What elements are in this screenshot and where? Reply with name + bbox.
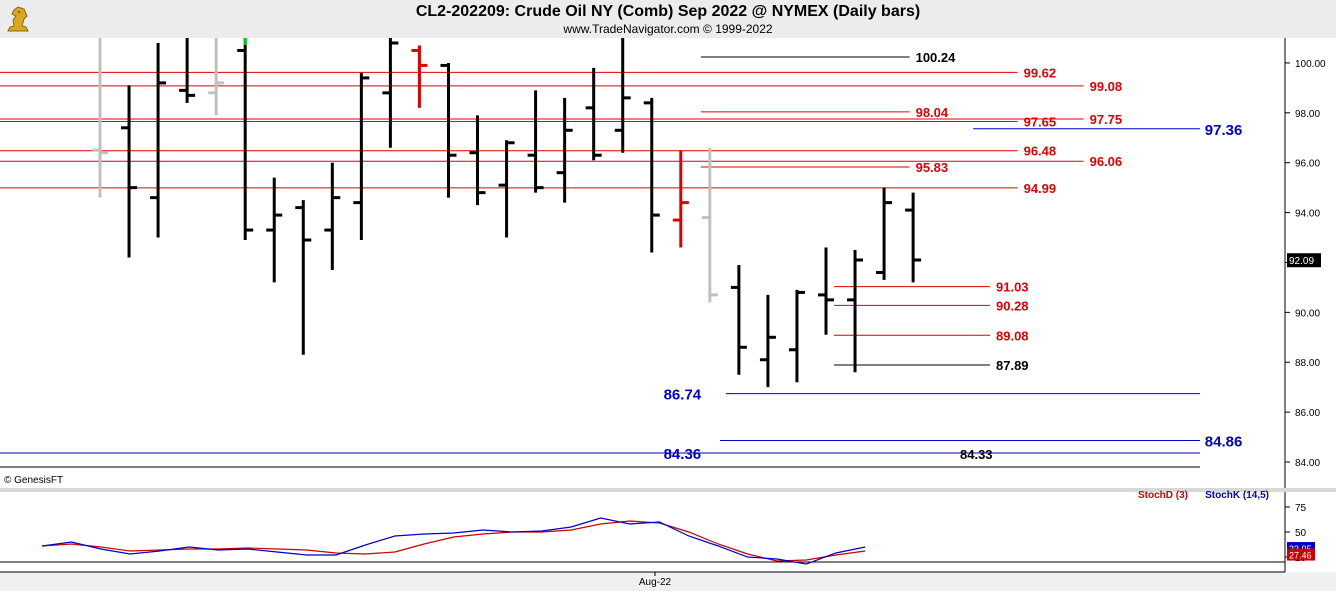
stochd-last-label: 27.46 <box>1289 551 1312 561</box>
level-label: 97.36 <box>1205 122 1243 139</box>
ohlc-bar <box>498 140 515 238</box>
ohlc-bar <box>905 192 922 283</box>
level-label: 89.08 <box>996 328 1029 343</box>
level-label: 91.03 <box>996 280 1029 295</box>
ohlc-bar <box>730 264 747 375</box>
ohlc-bar <box>527 90 544 193</box>
price-tick-label: 98.00 <box>1295 109 1320 120</box>
ohlc-bar <box>643 97 660 253</box>
ohlc-bar <box>818 247 834 335</box>
chart-subtitle: www.TradeNavigator.com © 1999-2022 <box>563 22 773 36</box>
ohlc-bar <box>121 85 138 258</box>
level-label: 96.48 <box>1024 144 1057 159</box>
ohlc-bar <box>672 150 689 248</box>
price-tick-label: 88.00 <box>1295 358 1320 369</box>
ohlc-bar <box>614 38 631 153</box>
ohlc-bar <box>324 162 341 270</box>
ohlc-bar <box>847 250 864 373</box>
copyright-label: © GenesisFT <box>4 475 63 486</box>
x-tick-aug-22: Aug-22 <box>639 577 672 588</box>
level-label: 94.99 <box>1024 181 1057 196</box>
level-label: 84.86 <box>1205 434 1243 451</box>
ohlc-bar <box>876 187 893 280</box>
level-label: 100.24 <box>916 50 957 65</box>
level-label: 95.83 <box>916 160 949 175</box>
stochk-line <box>41 517 866 565</box>
x-axis <box>0 572 1336 591</box>
last-price-label: 92.09 <box>1289 256 1314 267</box>
chart-title: CL2-202209: Crude Oil NY (Comb) Sep 2022… <box>415 3 921 20</box>
ohlc-bar <box>469 115 486 206</box>
title-bar: CL2-202209: Crude Oil NY (Comb) Sep 2022… <box>0 0 1336 38</box>
ohlc-bar <box>440 62 457 198</box>
ohlc-bar <box>759 294 776 388</box>
ohlc-bar <box>701 147 718 303</box>
ohlc-bar <box>556 97 573 203</box>
level-label: 97.65 <box>1024 115 1057 130</box>
ohlc-bar <box>295 200 312 355</box>
ohlc-bar <box>788 289 805 383</box>
ohlc-bar <box>382 38 399 148</box>
chess-knight-logo-icon <box>7 6 29 32</box>
stochd-line <box>41 520 866 562</box>
level-label: 84.33 <box>960 447 993 462</box>
ohlc-bar <box>266 177 283 283</box>
ohlc-bar <box>208 38 225 116</box>
level-label: 86.74 <box>664 387 702 404</box>
price-panel <box>0 38 1285 488</box>
price-tick-label: 100.00 <box>1295 59 1326 70</box>
level-label: 99.62 <box>1024 65 1057 80</box>
ohlc-bar <box>92 38 108 198</box>
ohlc-bar <box>237 38 254 241</box>
level-label: 98.04 <box>916 105 949 120</box>
price-tick-label: 86.00 <box>1295 408 1320 419</box>
stoch-tick-label: 75 <box>1295 503 1307 514</box>
price-tick-label: 90.00 <box>1295 308 1320 319</box>
ohlc-bar <box>353 72 370 241</box>
last-price-tag <box>1287 253 1321 268</box>
ohlc-bar <box>150 42 167 238</box>
level-label: 96.06 <box>1090 154 1123 169</box>
level-label: 99.08 <box>1090 79 1123 94</box>
price-tick-label: 96.00 <box>1295 159 1320 170</box>
level-label: 87.89 <box>996 358 1029 373</box>
stochastic-panel <box>0 492 1285 572</box>
level-label: 90.28 <box>996 298 1029 313</box>
price-tick-label: 84.00 <box>1295 458 1320 469</box>
stoch-tick-label: 50 <box>1295 528 1307 539</box>
stochd-last-tag <box>1287 548 1315 561</box>
level-label: 84.36 <box>664 446 702 463</box>
price-tick-label: 94.00 <box>1295 209 1320 220</box>
level-label: 97.75 <box>1090 112 1123 127</box>
ohlc-bar <box>179 38 196 103</box>
panel-separator[interactable] <box>0 488 1336 492</box>
ohlc-bar <box>411 45 428 108</box>
ohlc-bar <box>585 67 602 161</box>
legend-stochd: StochD (3) <box>1138 490 1188 501</box>
legend-stochk: StochK (14,5) <box>1205 490 1269 501</box>
